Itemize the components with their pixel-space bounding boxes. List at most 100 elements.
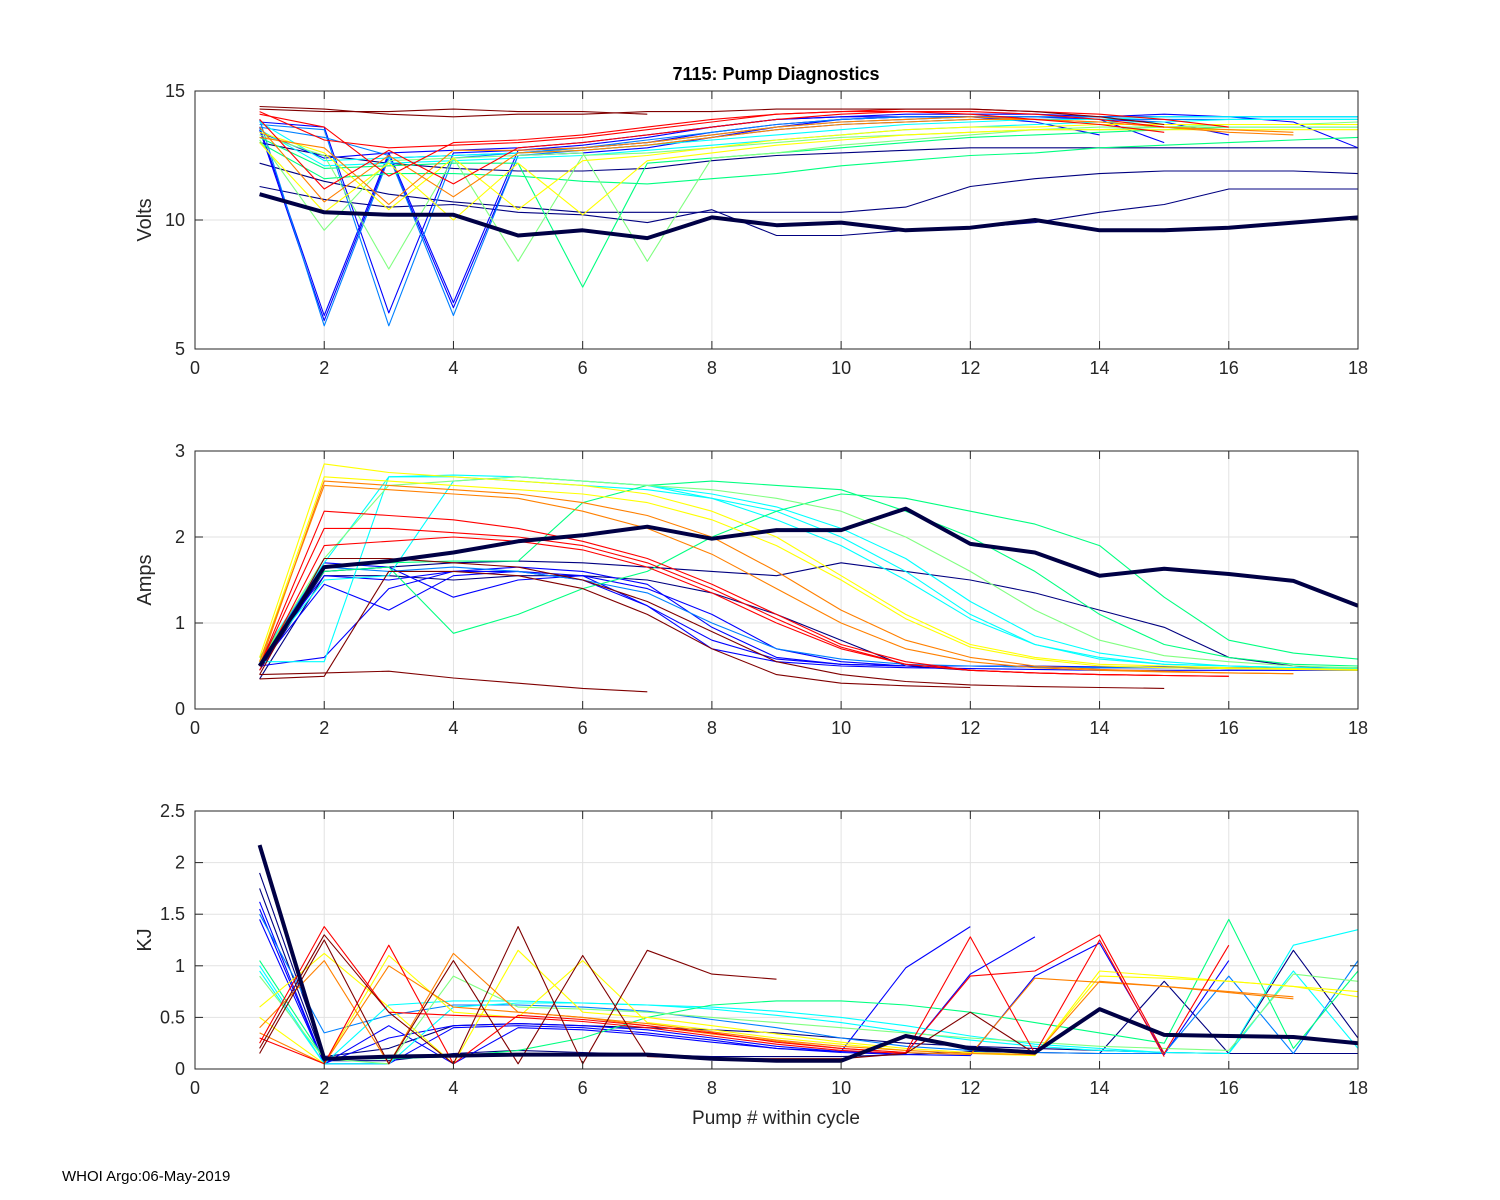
amps-y-axis-label: Amps — [134, 554, 156, 605]
volts-y-axis-label: Volts — [134, 198, 156, 241]
amps-y-tick-label: 2 — [175, 527, 185, 547]
kj-x-tick-label: 18 — [1348, 1078, 1368, 1098]
volts-series-seafoam-b — [259, 136, 1358, 185]
kj-y-tick-label: 2 — [175, 853, 185, 873]
volts-x-tick-label: 4 — [448, 358, 458, 378]
amps-series-green-a — [259, 476, 1358, 669]
volts-x-tick-label: 18 — [1348, 358, 1368, 378]
amps-y-tick-label: 3 — [175, 441, 185, 461]
kj-panel: 0 2 4 6 8 10 12 14 16 18 0 0.5 1 1.5 2 2.5 KJ — [134, 801, 1368, 1098]
volts-x-tick-label: 12 — [960, 358, 980, 378]
kj-axes-box — [194, 810, 1359, 1070]
amps-series-yellow-b — [259, 476, 1358, 671]
kj-x-tick-label: 14 — [1090, 1078, 1110, 1098]
kj-bold-series — [257, 844, 1358, 1063]
kj-x-tick-label: 2 — [319, 1078, 329, 1098]
volts-series-navy-upper — [259, 142, 1358, 172]
kj-y-tick-label: 0.5 — [160, 1007, 185, 1027]
kj-y-tick-label: 2.5 — [160, 801, 185, 821]
amps-series-maroon-b — [259, 570, 971, 689]
volts-x-tick-label: 16 — [1219, 358, 1239, 378]
amps-x-tick-label: 4 — [448, 718, 458, 738]
volts-x-tick-label: 0 — [190, 358, 200, 378]
amps-x-tick-label: 12 — [960, 718, 980, 738]
kj-series-maroon-a — [259, 926, 777, 1065]
amps-x-tick-label: 14 — [1090, 718, 1110, 738]
kj-series-orange-a — [259, 952, 1294, 1065]
kj-y-tick-label: 1 — [175, 956, 185, 976]
kj-series-blue-b — [259, 919, 1230, 1065]
amps-series-blue-a — [259, 570, 1358, 671]
kj-x-tick-label: 8 — [707, 1078, 717, 1098]
volts-x-tick-label: 6 — [578, 358, 588, 378]
amps-series-red-c — [259, 527, 1165, 677]
x-axis-label: Pump # within cycle — [692, 1108, 860, 1129]
kj-series-green-a — [259, 973, 1358, 1065]
volts-series-group — [259, 105, 1358, 327]
volts-series-red-a — [259, 108, 1229, 149]
amps-axes-box — [194, 450, 1359, 710]
kj-x-tick-label: 0 — [190, 1078, 200, 1098]
amps-x-tick-label: 8 — [707, 718, 717, 738]
volts-series-maroon-b — [259, 105, 1165, 126]
volts-y-tick-label: 5 — [175, 339, 185, 359]
volts-series-red-b — [259, 111, 1165, 190]
amps-x-tick-label: 10 — [831, 718, 851, 738]
chart-title: 7115: Pump Diagnostics — [672, 64, 879, 84]
volts-x-tick-label: 10 — [831, 358, 851, 378]
kj-series-red-a — [259, 926, 1230, 1055]
amps-series-yellow-a — [259, 463, 1358, 670]
amps-y-tick-label: 1 — [175, 613, 185, 633]
amps-x-tick-label: 16 — [1219, 718, 1239, 738]
volts-series-dark-navy-a — [259, 162, 1358, 213]
amps-series-orange-a — [259, 480, 1294, 675]
amps-series-seafoam-b — [259, 480, 1358, 667]
amps-x-tick-label: 2 — [319, 718, 329, 738]
kj-series-yellow-b — [259, 954, 1358, 1065]
volts-x-tick-label: 8 — [707, 358, 717, 378]
amps-series-blue-c — [259, 562, 1358, 669]
volts-series-dark-navy-b — [259, 185, 1358, 237]
amps-y-tick-label: 0 — [175, 699, 185, 719]
volts-series-yellow-a — [259, 129, 1358, 221]
kj-series-cyan-b — [259, 970, 1358, 1065]
kj-x-tick-label: 6 — [578, 1078, 588, 1098]
amps-series-navy-a — [259, 560, 1358, 671]
amps-series-maroon-a — [259, 670, 648, 693]
amps-series-seafoam-a — [259, 493, 1358, 660]
amps-series-group — [257, 463, 1358, 693]
kj-series-azure-a — [259, 913, 1358, 1055]
kj-y-axis-label: KJ — [134, 928, 156, 951]
volts-series-red-c — [259, 111, 1165, 177]
volts-bold-series — [259, 192, 1358, 241]
kj-series-blue-c — [259, 901, 971, 1065]
amps-x-tick-label: 0 — [190, 718, 200, 738]
volts-x-tick-label: 14 — [1090, 358, 1110, 378]
volts-x-tick-label: 2 — [319, 358, 329, 378]
amps-x-tick-label: 6 — [578, 718, 588, 738]
kj-x-tick-label: 12 — [960, 1078, 980, 1098]
volts-y-tick-label: 10 — [165, 210, 185, 230]
volts-series-yellow-b — [259, 123, 1358, 211]
volts-series-maroon-a — [259, 108, 648, 115]
kj-series-orange-b — [259, 965, 1294, 1065]
volts-panel: 0 2 4 6 8 10 12 14 16 18 5 10 15 Volts — [134, 81, 1368, 378]
amps-series-cyan-c — [259, 476, 1358, 670]
kj-y-tick-label: 0 — [175, 1059, 185, 1079]
kj-y-tick-label: 1.5 — [160, 904, 185, 924]
volts-y-tick-label: 15 — [165, 81, 185, 101]
kj-x-tick-label: 10 — [831, 1078, 851, 1098]
kj-x-tick-label: 4 — [448, 1078, 458, 1098]
amps-series-cyan-b — [259, 474, 1358, 670]
kj-x-tick-label: 16 — [1219, 1078, 1239, 1098]
footer-stamp: WHOI Argo:06-May-2019 — [62, 1168, 231, 1185]
volts-series-orange-b — [259, 116, 1294, 206]
kj-series-red-b — [259, 936, 1165, 1065]
amps-series-orange-b — [259, 484, 1294, 675]
amps-x-tick-label: 18 — [1348, 718, 1368, 738]
amps-bold-series — [257, 506, 1358, 668]
kj-series-group — [257, 844, 1358, 1065]
volts-series-cyan-a — [259, 116, 1358, 162]
